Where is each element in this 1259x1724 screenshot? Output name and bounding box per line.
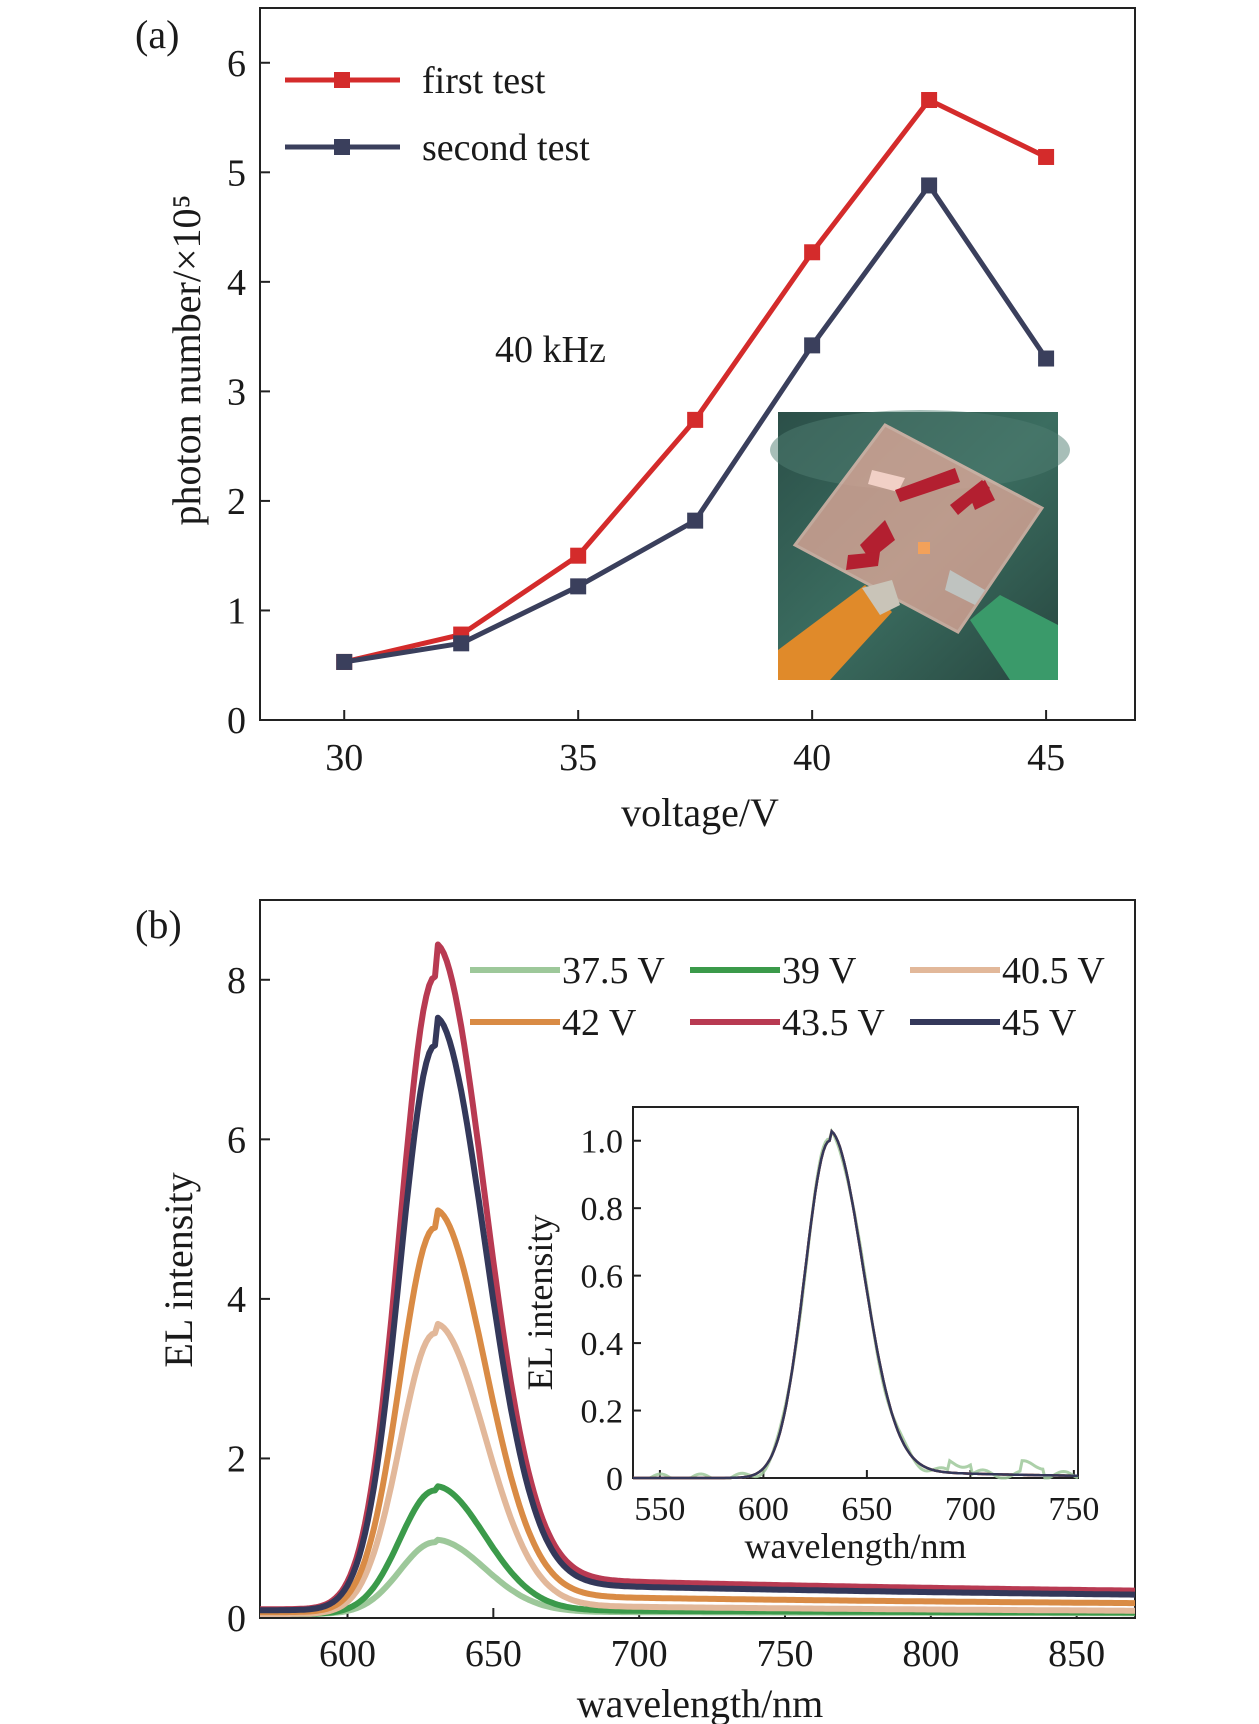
inset-y-tick-label: 0.4 xyxy=(581,1326,624,1363)
panel-label-b: (b) xyxy=(135,902,182,947)
legend-b: 37.5 V 39 V 40.5 V 42 V 43.5 V 45 V xyxy=(470,950,1105,1044)
data-point xyxy=(687,411,704,428)
legend-label-1: first test xyxy=(422,60,546,102)
spectrum-line-6 xyxy=(259,1014,1136,1614)
x-tick-label-b: 800 xyxy=(902,1633,959,1675)
y-tick-label-a: 0 xyxy=(227,700,246,742)
inset-x-axis-label: wavelength/nm xyxy=(745,1526,967,1566)
legend-marker xyxy=(334,72,350,88)
inset-x-tick-label: 750 xyxy=(1048,1491,1099,1528)
y-axis-label-b: EL intensity xyxy=(156,1172,201,1367)
data-point xyxy=(804,337,821,354)
data-point xyxy=(687,512,704,529)
inset-y-tick-label: 0.2 xyxy=(581,1394,624,1431)
chart-b: (b) 0 2 4 6 8 600 650 700 750 800 850 wavelength/n… xyxy=(135,899,1136,1724)
x-tick-label-b: 650 xyxy=(465,1633,522,1675)
inset-frame xyxy=(632,1106,1079,1479)
y-tick-label-b: 4 xyxy=(227,1279,246,1321)
x-tick-label-a: 45 xyxy=(1027,737,1065,779)
inset-y-tick-label: 0.6 xyxy=(581,1259,624,1296)
legend-marker xyxy=(334,139,350,155)
y-tick-label-a: 2 xyxy=(227,481,246,523)
inset-chart-b: 0 0.2 0.4 0.6 0.8 1.0 550 600 650 700 750 wavelengt… xyxy=(520,1106,1099,1566)
y-tick-label-a: 4 xyxy=(227,262,246,304)
x-tick-label-a: 30 xyxy=(325,737,363,779)
legend-label-b-5: 43.5 V xyxy=(782,1002,885,1044)
panel-label-a: (a) xyxy=(135,12,179,57)
data-point xyxy=(336,653,353,670)
data-point xyxy=(804,244,821,261)
inset-spectrum-6 xyxy=(633,1128,1078,1480)
spectrum-line-5 xyxy=(259,941,1136,1613)
inset-x-tick-label: 600 xyxy=(738,1491,789,1528)
inset-y-tick-label: 0 xyxy=(606,1461,623,1498)
inset-y-tick-label: 1.0 xyxy=(581,1124,624,1161)
inset-x-tick-label: 550 xyxy=(634,1491,685,1528)
x-tick-label-a: 35 xyxy=(559,737,597,779)
spectrum-line-3 xyxy=(259,1320,1136,1617)
y-tick-label-a: 6 xyxy=(227,43,246,85)
x-tick-label-b: 600 xyxy=(319,1633,376,1675)
legend-label-2: second test xyxy=(422,127,590,169)
y-tick-label-a: 3 xyxy=(227,371,246,413)
y-tick-label-b: 8 xyxy=(227,960,246,1002)
data-point xyxy=(1038,148,1055,165)
axes-frame-b xyxy=(259,899,1136,1619)
data-point xyxy=(570,578,587,595)
legend-label-b-4: 42 V xyxy=(562,1002,637,1044)
y-tick-label-b: 2 xyxy=(227,1438,246,1480)
data-point xyxy=(921,177,938,194)
spectrum-line-4 xyxy=(259,1207,1136,1616)
x-tick-label-a: 40 xyxy=(793,737,831,779)
inset-x-tick-label: 650 xyxy=(841,1491,892,1528)
legend-label-b-2: 39 V xyxy=(782,950,857,992)
inset-y-axis-label: EL intensity xyxy=(520,1215,560,1391)
x-tick-label-b: 850 xyxy=(1048,1633,1105,1675)
legend-label-b-6: 45 V xyxy=(1002,1002,1077,1044)
x-tick-label-b: 700 xyxy=(611,1633,668,1675)
data-point xyxy=(921,92,938,109)
data-point xyxy=(1038,350,1055,367)
data-point xyxy=(570,547,587,564)
annotation-frequency: 40 kHz xyxy=(495,329,606,371)
x-tick-label-b: 750 xyxy=(757,1633,814,1675)
inset-y-tick-label: 0.8 xyxy=(581,1191,624,1228)
y-axis-label-a: photon number/×10⁵ xyxy=(164,195,209,526)
legend-label-b-1: 37.5 V xyxy=(562,950,665,992)
legend-label-b-3: 40.5 V xyxy=(1002,950,1105,992)
y-tick-label-b: 6 xyxy=(227,1119,246,1161)
device-photo-inset xyxy=(770,410,1070,680)
plot-area-b: 0 2 4 6 8 600 650 700 750 800 850 xyxy=(227,899,1136,1675)
axes-frame-a xyxy=(259,7,1136,721)
inset-x-tick-label: 700 xyxy=(945,1491,996,1528)
x-axis-label-a: voltage/V xyxy=(621,790,779,835)
data-point xyxy=(453,635,470,652)
x-axis-label-b: wavelength/nm xyxy=(577,1681,824,1724)
y-tick-label-a: 5 xyxy=(227,152,246,194)
y-tick-label-b: 0 xyxy=(227,1598,246,1640)
y-tick-label-a: 1 xyxy=(227,590,246,632)
